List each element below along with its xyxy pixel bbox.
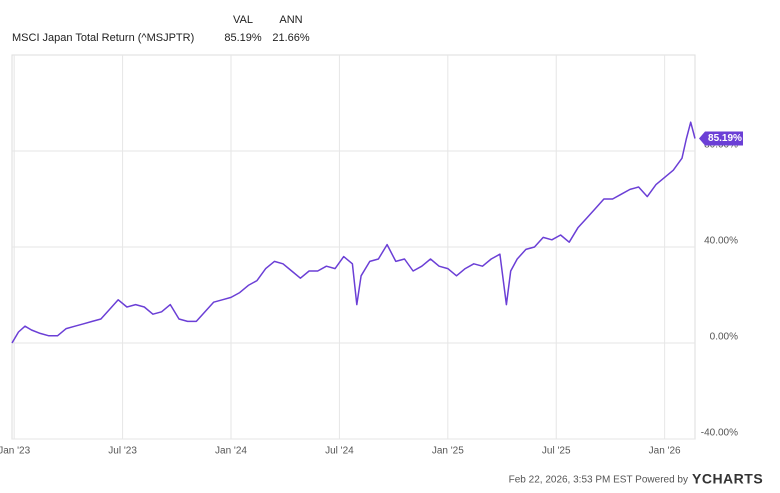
y-tick-label: 40.00% [704,236,738,247]
stat-header: VAL [233,14,253,26]
footer: Feb 22, 2026, 3:53 PM EST Powered by [509,475,688,486]
line-series [11,121,696,344]
end-flag-label: 85.19% [708,133,742,144]
series-label: MSCI Japan Total Return (^MSJPTR) [12,32,194,44]
x-tick-label: Jul '25 [542,446,571,457]
y-tick-label: -40.00% [701,428,738,439]
x-tick-label: Jan '24 [215,446,247,457]
brand-logo: YCHARTS [692,471,763,487]
stat-header: ANN [279,14,302,26]
end-flag [699,131,743,146]
x-tick-label: Jan '23 [0,446,31,457]
x-tick-label: Jan '25 [432,446,464,457]
stat-value: 85.19% [224,32,262,44]
stat-value: 21.66% [272,32,310,44]
x-tick-label: Jan '26 [649,446,681,457]
y-tick-label: 0.00% [710,332,738,343]
x-tick-label: Jul '23 [108,446,137,457]
x-tick-label: Jul '24 [325,446,354,457]
